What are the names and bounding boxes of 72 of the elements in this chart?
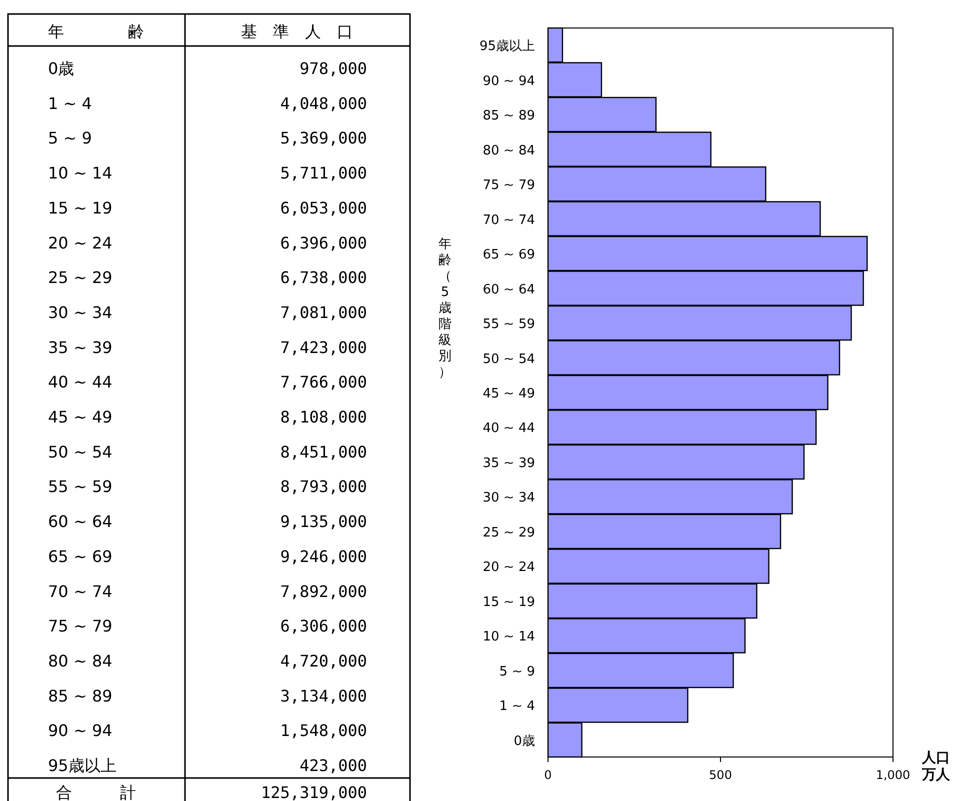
text: 125,319,000 [261, 783, 367, 801]
text: 8,108,000 [280, 408, 367, 426]
text: 85 ~ 89 [48, 686, 112, 706]
text: 60 ~ 64 [48, 512, 112, 532]
y-tick-label: 75 ~ 79 [482, 178, 535, 194]
text: 50 ~ 54 [48, 442, 112, 462]
text: 90 ~ 94 [48, 721, 112, 740]
text: 423,000 [300, 756, 367, 775]
y-tick-label: 95歳以上 [479, 39, 535, 54]
y-tick-label: 90 ~ 94 [482, 74, 535, 89]
text: 合 計 [56, 783, 136, 801]
text: 年 齢 [48, 22, 144, 41]
text: 80 ~ 84 [48, 651, 112, 670]
text: 3,134,000 [280, 686, 367, 706]
text: 35 ~ 39 [48, 338, 112, 357]
y-tick-label: 30 ~ 34 [482, 490, 535, 506]
y-tick-label: 25 ~ 29 [482, 525, 535, 540]
y-tick-label: 5 ~ 9 [499, 664, 535, 680]
x-tick-label: 0 [544, 768, 552, 782]
y-tick-label: 55 ~ 59 [482, 317, 535, 332]
y-tick-label: 20 ~ 24 [482, 560, 535, 576]
text: 6,396,000 [280, 233, 367, 252]
text: 5 ~ 9 [48, 128, 92, 148]
text: 4,720,000 [280, 651, 367, 670]
x-tick-label: 1,000 [876, 768, 910, 782]
text: 30 ~ 34 [48, 302, 112, 322]
x-axis-title: 人口万人 [921, 750, 951, 783]
y-tick-label: 15 ~ 19 [482, 594, 535, 610]
y-tick-label: 35 ~ 39 [482, 456, 535, 471]
y-tick-label: 65 ~ 69 [482, 248, 535, 263]
text: 9,135,000 [280, 512, 367, 532]
y-tick-label: 40 ~ 44 [482, 421, 535, 436]
text: 20 ~ 24 [48, 233, 112, 252]
text: 7,081,000 [280, 302, 367, 322]
text: 5,711,000 [280, 164, 367, 183]
text: 5,369,000 [280, 128, 367, 148]
text: 15 ~ 19 [48, 198, 112, 218]
y-tick-label: 85 ~ 89 [482, 108, 535, 124]
text: 75 ~ 79 [48, 616, 112, 636]
text: 95歳以上 [48, 756, 116, 775]
text: 1,548,000 [280, 721, 367, 740]
text: 基 準 人 口 [241, 22, 353, 41]
text: 55 ~ 59 [48, 477, 112, 496]
text: 9,246,000 [280, 546, 367, 566]
text: 6,738,000 [280, 268, 367, 288]
text: 7,423,000 [280, 338, 367, 357]
y-tick-label: 0歳 [514, 734, 535, 749]
text: 70 ~ 74 [48, 582, 112, 601]
text: 8,451,000 [280, 442, 367, 462]
text: 0歳 [48, 59, 74, 78]
y-tick-label: 1 ~ 4 [499, 699, 535, 714]
text: 45 ~ 49 [48, 408, 112, 426]
text: 年齢（5歳階級別） [438, 237, 452, 380]
text: 7,766,000 [280, 372, 367, 392]
text: 7,892,000 [280, 582, 367, 601]
text: 10 ~ 14 [48, 164, 112, 183]
y-tick-label: 80 ~ 84 [482, 143, 535, 158]
text: 65 ~ 69 [48, 546, 112, 566]
text: 978,000 [300, 59, 367, 78]
text: 6,306,000 [280, 616, 367, 636]
text: 40 ~ 44 [48, 372, 112, 392]
y-tick-label: 50 ~ 54 [482, 352, 535, 367]
y-tick-label: 70 ~ 74 [482, 212, 535, 228]
text: 1 ~ 4 [48, 94, 92, 113]
text: 25 ~ 29 [48, 268, 112, 288]
text: 8,793,000 [280, 477, 367, 496]
y-tick-label: 45 ~ 49 [482, 386, 535, 402]
x-tick-label: 500 [709, 768, 732, 782]
text: 6,053,000 [280, 198, 367, 218]
y-tick-label: 60 ~ 64 [482, 282, 535, 298]
y-tick-label: 10 ~ 14 [482, 630, 535, 645]
text: 4,048,000 [280, 94, 367, 113]
